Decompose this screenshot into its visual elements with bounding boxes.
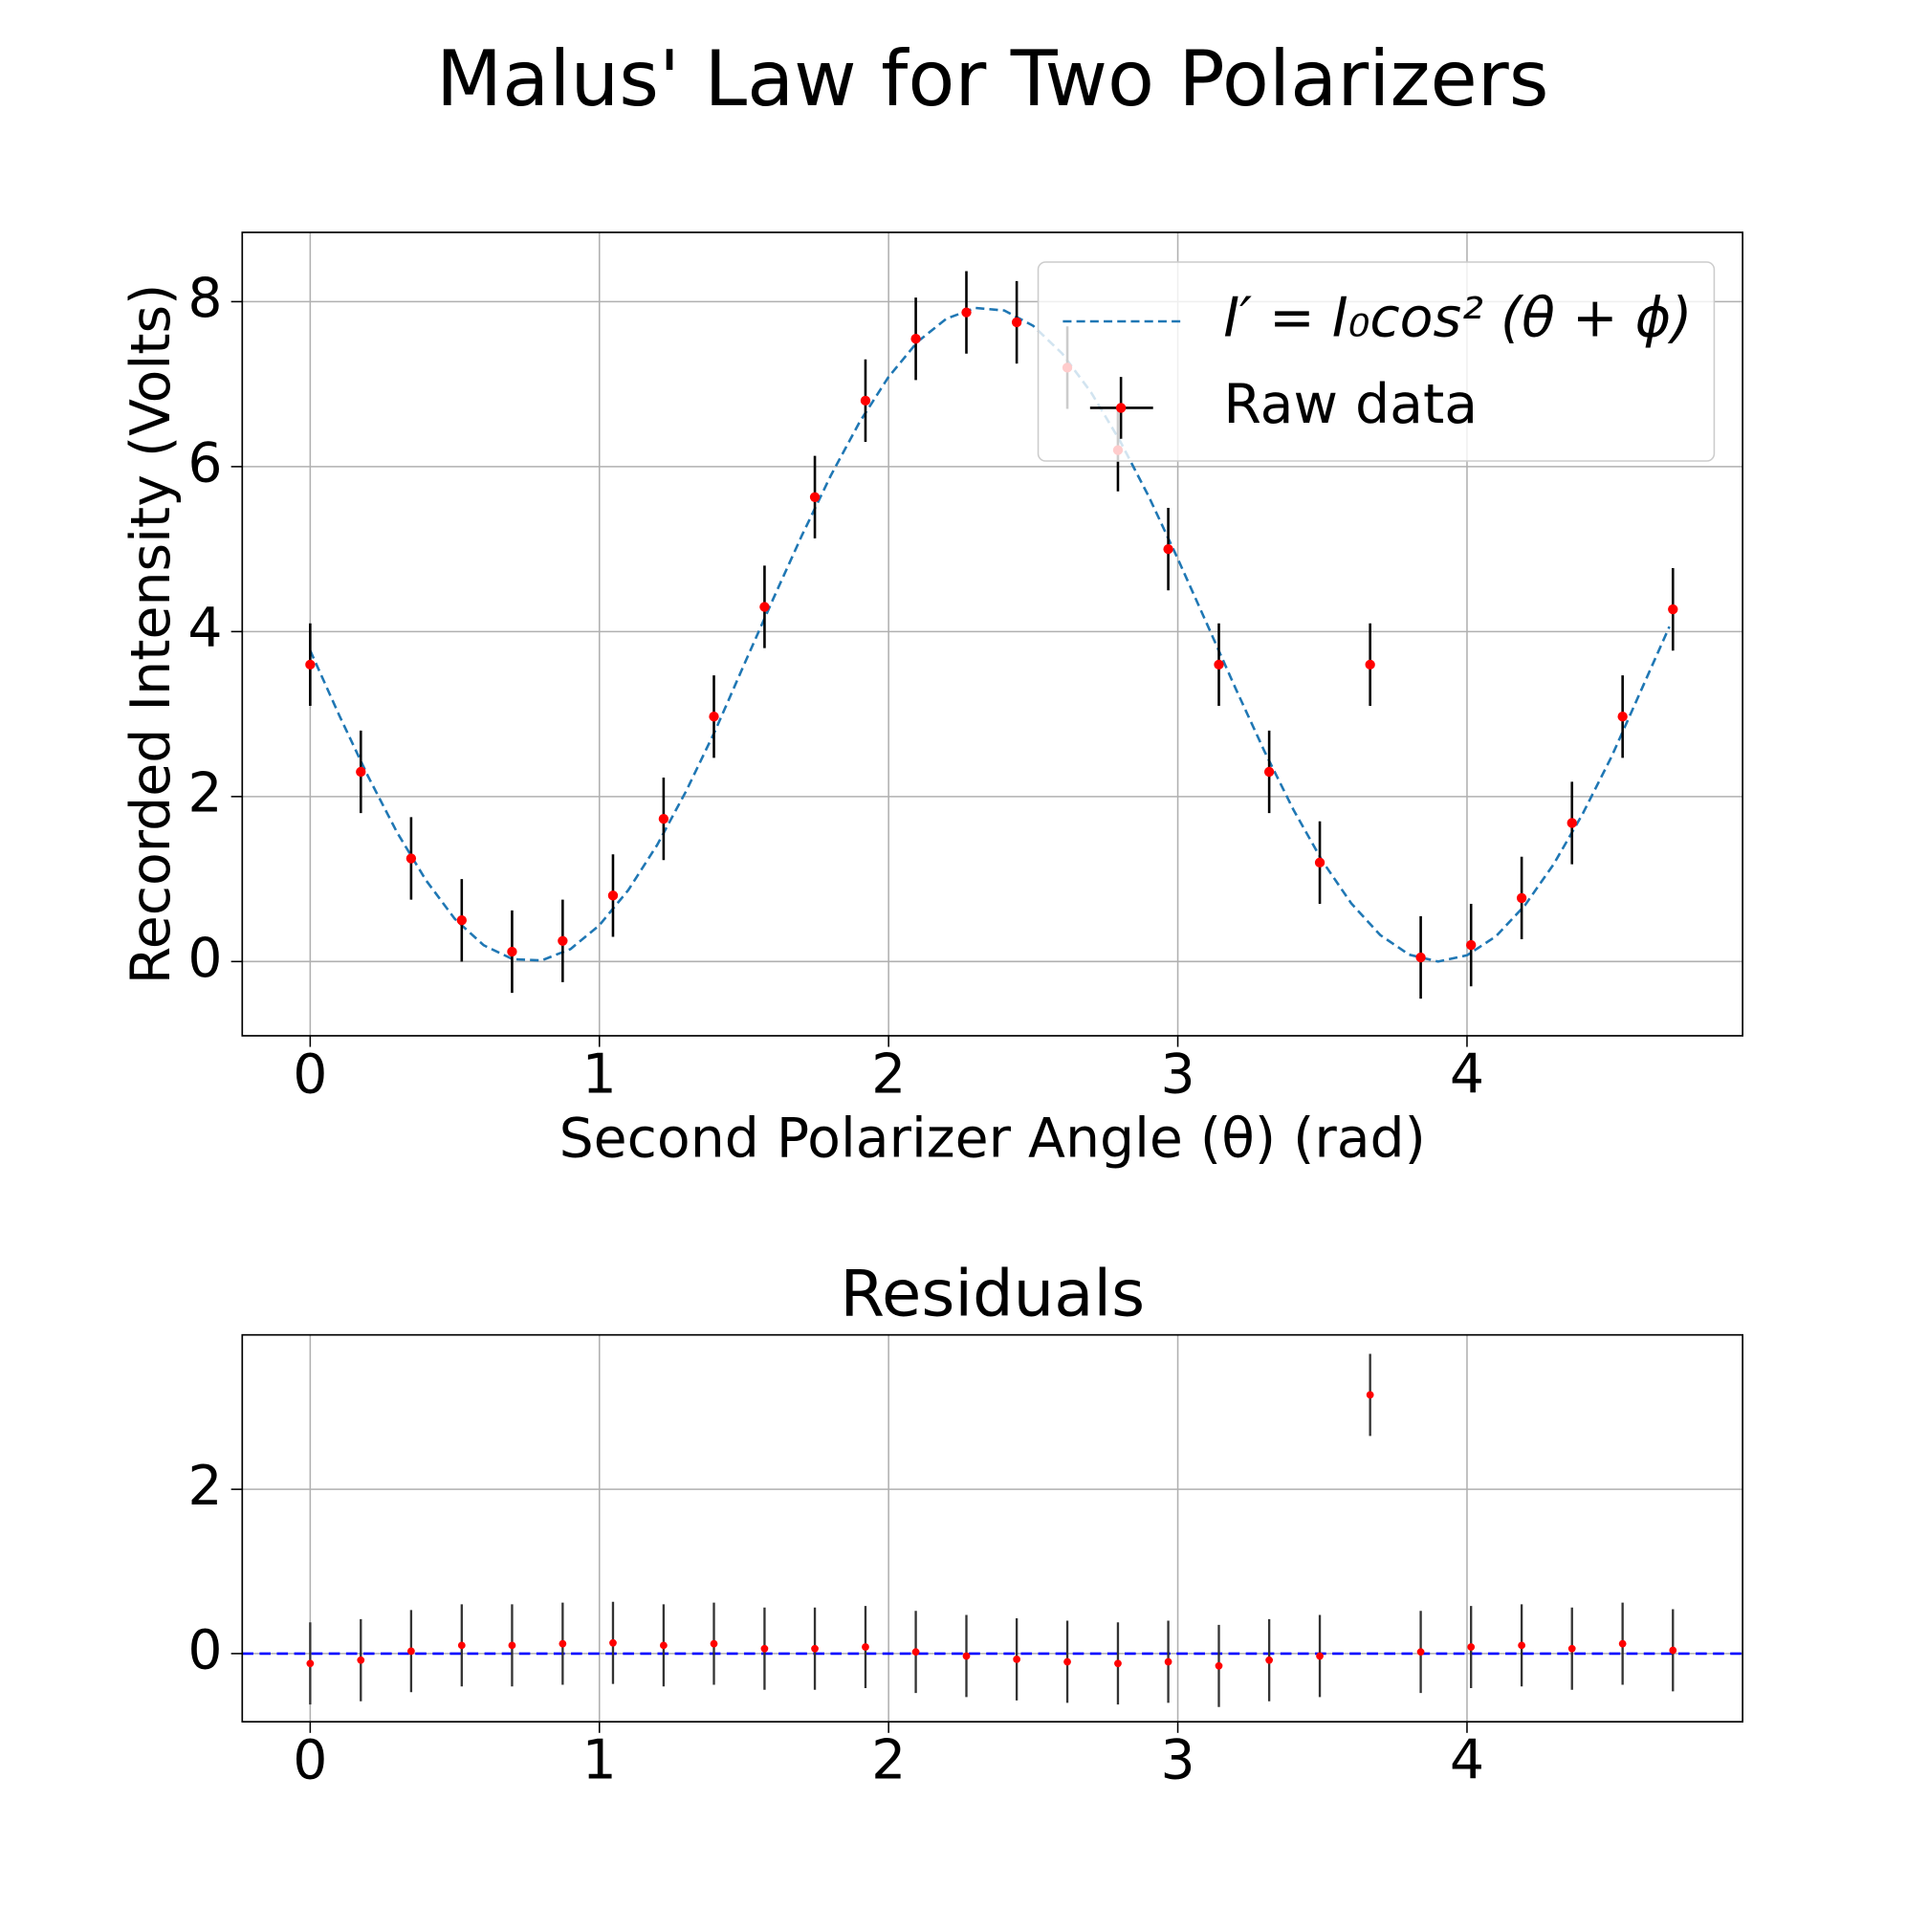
legend-label: I′ = I₀cos² (θ + ϕ) — [1223, 287, 1692, 350]
data-point — [1617, 712, 1628, 722]
data-point — [1416, 1648, 1425, 1657]
data-point — [357, 1656, 365, 1664]
legend: I′ = I₀cos² (θ + ϕ) Raw data — [1037, 261, 1716, 462]
data-point — [1263, 766, 1275, 778]
axes-frame — [241, 1333, 1743, 1723]
data-point — [1265, 1656, 1273, 1664]
y-tick-label: 6 — [187, 432, 222, 495]
data-point — [1314, 857, 1326, 868]
data-point — [559, 1639, 567, 1648]
x-tick-label: 4 — [1450, 1043, 1484, 1107]
data-point — [658, 813, 669, 824]
data-point — [609, 1638, 617, 1647]
y-tick-label: 2 — [187, 761, 222, 824]
data-point — [1215, 1661, 1223, 1670]
data-point — [1063, 1658, 1071, 1666]
data-point — [709, 712, 719, 722]
data-point — [660, 1641, 668, 1650]
figure-title: Malus' Law for Two Polarizers — [436, 34, 1548, 123]
data-point — [1366, 1391, 1374, 1399]
y-tick-label: 0 — [187, 927, 222, 990]
data-point — [457, 1641, 466, 1650]
data-point — [1164, 1658, 1172, 1666]
x-tick-label: 2 — [871, 1043, 906, 1107]
data-point — [1567, 1644, 1576, 1653]
subplot-title: Residuals — [840, 1256, 1145, 1330]
data-point — [860, 395, 871, 406]
data-point — [1114, 1659, 1122, 1668]
data-point — [1214, 659, 1224, 670]
data-point — [1618, 1639, 1627, 1648]
data-point — [405, 853, 417, 864]
data-point — [759, 602, 770, 612]
data-point — [862, 1643, 869, 1651]
data-point — [1467, 1643, 1476, 1651]
x-tick-label: 4 — [1450, 1729, 1484, 1792]
data-point — [607, 890, 619, 901]
data-point — [1668, 604, 1678, 615]
x-tick-label: 1 — [582, 1729, 617, 1792]
data-point — [1516, 892, 1527, 904]
x-tick-label: 3 — [1160, 1043, 1194, 1107]
y-tick-label: 4 — [187, 597, 222, 660]
data-point — [456, 915, 467, 926]
data-point — [962, 1652, 971, 1660]
data-point — [1518, 1641, 1525, 1650]
x-tick-label: 2 — [871, 1729, 906, 1792]
data-point — [407, 1647, 415, 1656]
data-point — [809, 492, 821, 502]
data-point — [558, 935, 568, 946]
data-point — [910, 334, 921, 344]
x-tick-label: 0 — [293, 1729, 327, 1792]
data-point — [356, 766, 366, 778]
y-axis-label: Recorded Intensity (Volts) — [120, 284, 183, 985]
y-tick-label: 8 — [187, 267, 222, 330]
subplot: 0 1 2 3 4 0 2 Residuals — [187, 1256, 1743, 1792]
data-point — [1011, 317, 1022, 328]
data-point — [710, 1639, 718, 1648]
data-point — [306, 1659, 315, 1668]
legend-box — [1037, 261, 1716, 462]
x-tick-label: 0 — [293, 1043, 327, 1107]
x-tick-label: 3 — [1160, 1729, 1194, 1792]
axes-frame — [241, 231, 1743, 1037]
data-point — [1415, 952, 1426, 963]
x-tick-label: 1 — [582, 1043, 617, 1107]
data-point — [508, 1641, 516, 1650]
data-point — [911, 1648, 920, 1657]
data-point — [1669, 1646, 1677, 1655]
data-point — [1316, 1652, 1324, 1660]
fit-line — [309, 306, 1671, 963]
x-axis-label: Second Polarizer Angle (θ) (rad) — [559, 1108, 1426, 1171]
y-tick-label: 2 — [187, 1455, 222, 1518]
data-point — [811, 1644, 819, 1653]
legend-swatch — [1115, 403, 1127, 413]
subplot: 0 1 2 3 4 0 2 4 6 8 Second Polarizer Angle (θ) (ra… — [120, 231, 1743, 1171]
y-tick-label: 0 — [187, 1619, 222, 1682]
data-point — [961, 307, 972, 318]
data-point — [1013, 1656, 1021, 1663]
data-point — [305, 659, 316, 670]
data-point — [507, 946, 517, 957]
data-point — [760, 1644, 769, 1653]
legend-label: Raw data — [1223, 373, 1478, 436]
data-point — [1566, 818, 1577, 828]
data-point — [1466, 939, 1477, 951]
data-point — [1163, 543, 1173, 555]
data-point — [1365, 659, 1375, 670]
